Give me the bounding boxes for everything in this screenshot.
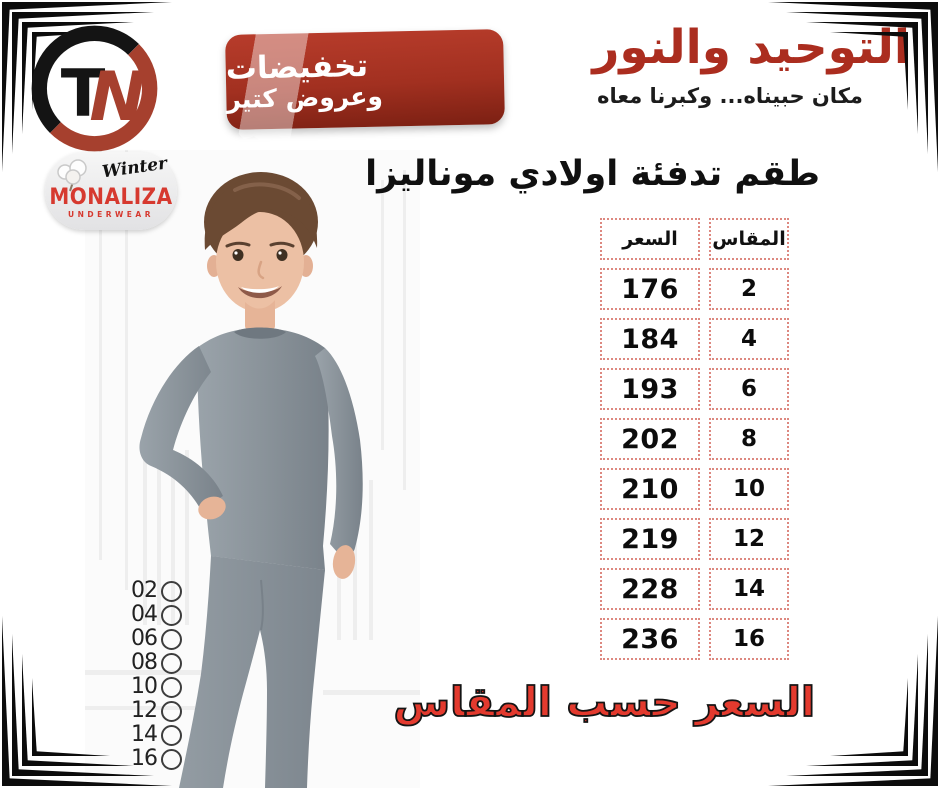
size-checklist: 02 04 06 08 10 12 14 16 [131, 579, 182, 771]
size-circle-icon [161, 604, 182, 626]
size-circle-icon [161, 652, 182, 674]
price-value: 210 [600, 468, 700, 510]
table-row: 228 14 [600, 568, 789, 610]
store-tagline: مكان حبيناه... وكبرنا معاه [597, 84, 863, 108]
price-value: 176 [600, 268, 700, 310]
price-value: 184 [600, 318, 700, 360]
table-row: 210 10 [600, 468, 789, 510]
logo-letter-n: N [89, 57, 145, 136]
header-size: المقاس [709, 218, 789, 260]
price-table: السعر المقاس 176 2 184 4 193 6 202 8 210… [600, 218, 789, 668]
badge-brand-name: MONALIZA [49, 182, 173, 210]
size-item: 16 [131, 747, 182, 771]
cotton-flower-icon [57, 159, 87, 192]
price-value: 202 [600, 418, 700, 460]
size-circle-icon [161, 700, 182, 722]
size-item: 06 [131, 627, 182, 651]
table-row: 176 2 [600, 268, 789, 310]
size-value: 14 [709, 568, 789, 610]
logo-ring-red [50, 44, 158, 152]
product-title: طقم تدفئة اولادي موناليزا [365, 154, 820, 194]
boy-figure [139, 172, 363, 788]
badge-season-label: Winter [100, 153, 169, 183]
size-circle-icon [161, 580, 182, 602]
size-number: 10 [131, 674, 158, 699]
price-value: 236 [600, 618, 700, 660]
size-number: 14 [131, 722, 158, 747]
size-value: 8 [709, 418, 789, 460]
size-value: 6 [709, 368, 789, 410]
size-number: 04 [131, 602, 158, 627]
price-value: 219 [600, 518, 700, 560]
size-number: 08 [131, 650, 158, 675]
promo-ribbon: تخفيضات وعروض كتير [225, 29, 505, 130]
store-name: التوحيد والنور [592, 20, 912, 75]
table-row: 219 12 [600, 518, 789, 560]
size-item: 10 [131, 675, 182, 699]
monaliza-brand-badge: Winter MONALIZA UNDERWEAR [45, 152, 177, 230]
size-item: 14 [131, 723, 182, 747]
table-row: 184 4 [600, 318, 789, 360]
size-value: 12 [709, 518, 789, 560]
size-circle-icon [161, 724, 182, 746]
size-item: 04 [131, 603, 182, 627]
logo-letter-t: T [61, 56, 106, 132]
size-number: 16 [131, 746, 158, 771]
size-item: 12 [131, 699, 182, 723]
price-value: 228 [600, 568, 700, 610]
size-number: 12 [131, 698, 158, 723]
header-price: السعر [600, 218, 700, 260]
table-header-row: السعر المقاس [600, 218, 789, 260]
size-item: 08 [131, 651, 182, 675]
size-circle-icon [161, 748, 182, 770]
size-circle-icon [161, 628, 182, 650]
price-by-size-note: السعر حسب المقاس [393, 677, 816, 727]
size-value: 4 [709, 318, 789, 360]
size-number: 02 [131, 578, 158, 603]
size-value: 16 [709, 618, 789, 660]
price-value: 193 [600, 368, 700, 410]
size-circle-icon [161, 676, 182, 698]
table-row: 202 8 [600, 418, 789, 460]
logo-ring-black [31, 25, 139, 133]
size-value: 2 [709, 268, 789, 310]
size-item: 02 [131, 579, 182, 603]
tn-store-logo: T N [31, 25, 158, 152]
store-header: التوحيد والنور مكان حبيناه... وكبرنا معا… [550, 16, 912, 108]
size-number: 06 [131, 626, 158, 651]
size-value: 10 [709, 468, 789, 510]
table-row: 236 16 [600, 618, 789, 660]
table-row: 193 6 [600, 368, 789, 410]
badge-brand-sub: UNDERWEAR [68, 210, 154, 219]
